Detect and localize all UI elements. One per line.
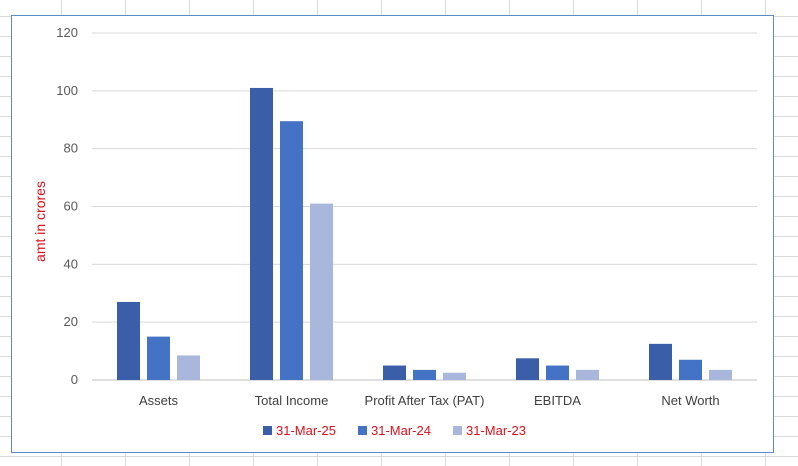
bar-31-Mar-25-Profit After Tax (PAT) [383, 365, 406, 380]
legend-label: 31-Mar-25 [276, 423, 336, 438]
legend-swatch-31-Mar-24 [358, 426, 367, 435]
y-tick-label: 80 [64, 141, 78, 156]
y-tick-label: 100 [56, 83, 78, 98]
bar-31-Mar-24-Net Worth [679, 359, 702, 380]
bar-31-Mar-23-EBITDA [576, 369, 599, 380]
x-tick-label: Assets [139, 393, 179, 408]
x-tick-label: Total Income [255, 393, 329, 408]
x-tick-label: Net Worth [661, 393, 719, 408]
y-tick-label: 40 [64, 256, 78, 271]
bar-31-Mar-25-EBITDA [516, 358, 539, 380]
bar-31-Mar-23-Profit After Tax (PAT) [443, 372, 466, 380]
x-tick-label: EBITDA [534, 393, 581, 408]
bar-31-Mar-24-Assets [147, 336, 170, 380]
legend-swatch-31-Mar-25 [263, 426, 272, 435]
bar-31-Mar-25-Net Worth [649, 343, 672, 380]
bar-31-Mar-23-Net Worth [709, 369, 732, 380]
bar-31-Mar-24-Profit After Tax (PAT) [413, 369, 436, 380]
legend-label: 31-Mar-23 [466, 423, 526, 438]
bar-31-Mar-25-Total Income [250, 87, 273, 381]
bar-31-Mar-25-Assets [117, 301, 140, 380]
y-tick-label: 60 [64, 199, 78, 214]
bar-31-Mar-23-Total Income [310, 203, 333, 380]
chart-area[interactable]: 0 20 40 60 80 100 120 amt in crores Assets Total … [11, 15, 774, 453]
legend-label: 31-Mar-24 [371, 423, 431, 438]
y-tick-label: 0 [71, 372, 78, 387]
bar-31-Mar-24-Total Income [280, 121, 303, 380]
y-axis-label: amt in crores [32, 181, 48, 262]
bar-chart: 0 20 40 60 80 100 120 amt in crores Assets Total … [32, 25, 757, 438]
y-tick-label: 20 [64, 314, 78, 329]
legend-swatch-31-Mar-23 [453, 426, 462, 435]
bar-31-Mar-23-Assets [177, 355, 200, 380]
y-tick-label: 120 [56, 25, 78, 40]
bar-31-Mar-24-EBITDA [546, 365, 569, 380]
x-tick-label: Profit After Tax (PAT) [365, 393, 485, 408]
